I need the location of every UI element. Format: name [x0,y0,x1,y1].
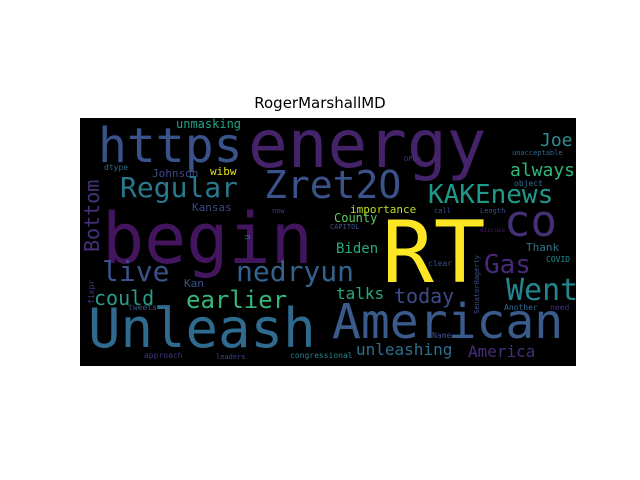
word-u: u [243,234,253,240]
word-tweets: tweets [128,303,157,312]
word-Unleash: Unleash [88,297,316,360]
word-earlier: earlier [186,286,288,314]
word-nedryun: nedryun [236,255,355,288]
word-need: need [550,303,570,312]
word-object: object [514,179,543,188]
word-live: live [102,255,170,288]
word-County: County [334,211,378,225]
word-https: https [98,118,243,174]
word-KAKEnews: KAKEnews [428,180,554,210]
word-begin-h: begin [102,198,313,280]
word-congressional: congressional [290,351,353,360]
word-importance: importance [350,203,417,216]
word-Johnson: Johnson [152,167,199,180]
word-dtype: dtype [104,163,129,172]
word-Regular: Regular [120,171,239,204]
chart-title: RogerMarshallMD [254,94,386,112]
word-wibw: wibw [210,165,237,178]
word-always: always [510,160,576,181]
word-Biden: Biden [336,241,379,257]
word-unacceptable: unacceptable [512,149,563,157]
word-discuss: discuss [480,227,506,234]
word-could: could [94,286,155,310]
word-Name: Name [432,331,452,340]
word-leaders: leaders [216,353,246,361]
word-today: today [394,284,455,308]
word-OPEN: OPEN [404,155,421,163]
word-America: America [468,342,536,361]
word-energy: energy [248,118,487,183]
word-SenatorHagerty: SenatorHagerty [473,254,481,314]
word-approach: approach [144,351,183,360]
wordcloud-canvas: energy begin begin RT Unleash American h… [80,118,576,366]
word-clear: clear [428,259,453,268]
word-RT: RT [382,203,486,303]
word-unleashing: unleashing [356,340,453,359]
word-Bottom: Bottom [80,179,104,252]
word-unmasking: unmasking [176,118,242,131]
word-Went: Went [506,273,576,308]
word-Thank: Thank [526,241,560,254]
word-COVID: COVID [546,255,571,264]
word-Another: Another [504,303,538,312]
word-American: American [332,294,564,350]
word-Gas: Gas [484,250,531,280]
word-CAPITOL: CAPITOL [330,223,360,231]
word-fixpr: fixpr [87,279,96,304]
word-Kansas: Kansas [192,201,232,214]
word-co: co [504,196,557,247]
word-new: new [272,207,285,215]
word-Zret2O: Zret2O [264,163,402,207]
word-Joe: Joe [540,130,573,151]
word-Length: Length [480,207,506,215]
word-call: call [434,207,451,215]
word-Kan: Kan [184,277,204,290]
word-talks: talks [336,284,385,303]
